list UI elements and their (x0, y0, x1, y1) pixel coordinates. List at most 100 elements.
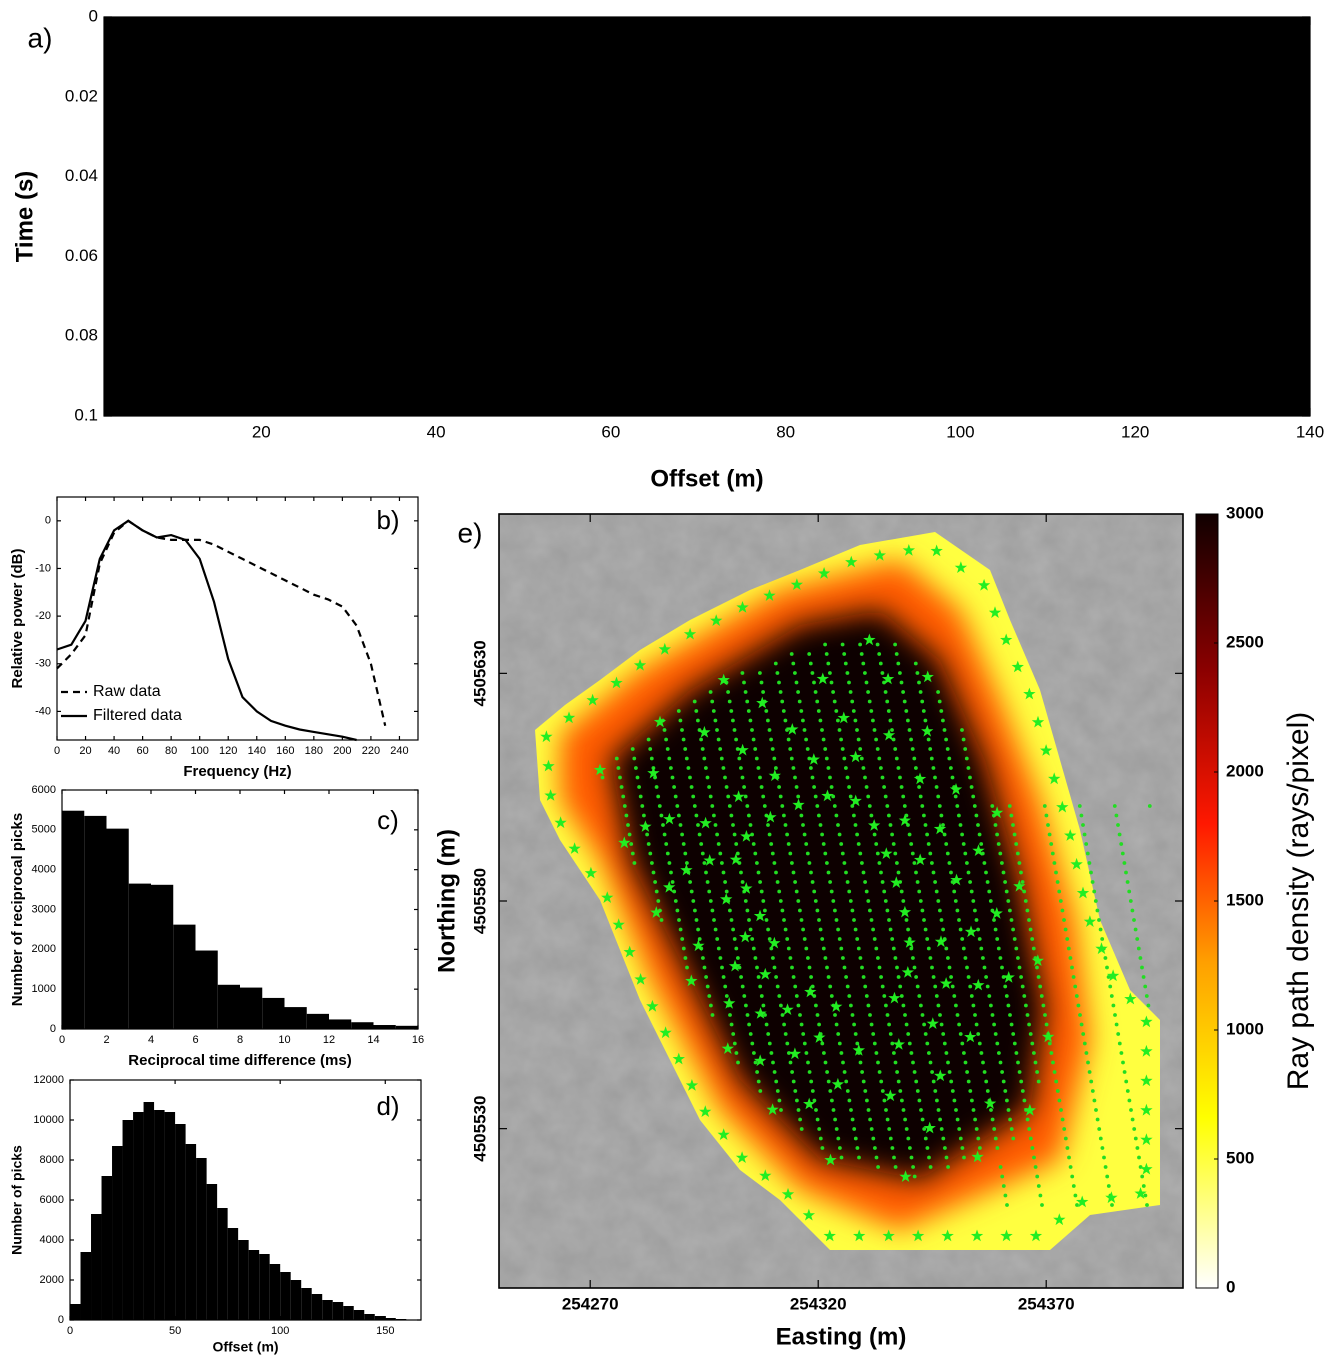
receiver (677, 918, 681, 922)
source (881, 672, 895, 685)
receiver (1132, 918, 1136, 922)
receiver (758, 880, 762, 884)
receiver (901, 1003, 906, 1008)
receiver (780, 1013, 785, 1017)
receiver (704, 975, 708, 979)
receiver (993, 823, 998, 827)
receiver (656, 794, 661, 799)
receiver (669, 766, 673, 770)
x-tick-label: 200 (333, 745, 351, 757)
receiver (998, 956, 1003, 960)
receiver (767, 1041, 772, 1046)
source (1140, 1044, 1153, 1057)
source (1140, 1162, 1153, 1175)
receiver (911, 1165, 915, 1169)
receiver (1100, 937, 1105, 941)
receiver (793, 880, 797, 884)
receiver (700, 851, 705, 856)
bar (101, 1176, 113, 1320)
receiver (842, 652, 847, 656)
receiver (895, 861, 899, 865)
bar (122, 1120, 134, 1320)
receiver (794, 785, 799, 789)
receiver (711, 709, 716, 713)
bar (217, 984, 240, 1029)
receiver (885, 804, 890, 808)
receiver (1084, 1051, 1089, 1055)
receiver (806, 956, 810, 960)
panel-label: c) (377, 805, 399, 835)
source (911, 1229, 925, 1242)
receiver (1140, 965, 1144, 970)
receiver (935, 1098, 939, 1103)
y-tick-label: 1000 (32, 983, 56, 995)
receiver (888, 823, 893, 827)
receiver (1103, 956, 1108, 960)
receiver (958, 927, 963, 932)
receiver (836, 718, 840, 723)
receiver (616, 766, 621, 770)
y-axis-label: Time (s) (11, 171, 38, 263)
receiver (786, 737, 791, 742)
source (972, 978, 985, 991)
receiver (981, 1060, 985, 1065)
receiver (791, 661, 796, 666)
receiver (817, 918, 821, 922)
source (990, 806, 1004, 819)
x-axis-label: Easting (m) (776, 1323, 907, 1350)
receiver (622, 804, 627, 808)
receiver (879, 1079, 884, 1084)
receiver (621, 794, 626, 799)
receiver (804, 842, 809, 846)
receiver (866, 794, 871, 799)
y-tick-label: 0.08 (65, 326, 98, 345)
receiver (875, 642, 880, 647)
legend-label: Filtered data (93, 707, 182, 724)
line-series (56, 519, 387, 726)
receiver (718, 747, 723, 751)
receiver (933, 984, 938, 989)
receiver (795, 1098, 799, 1103)
receiver (1125, 1089, 1130, 1093)
receiver (651, 870, 656, 875)
receiver (867, 804, 872, 808)
receiver (732, 1041, 737, 1046)
receiver (1050, 851, 1055, 856)
receiver (982, 1070, 987, 1074)
receiver (771, 1060, 775, 1065)
receiver (707, 889, 712, 894)
receiver (742, 680, 746, 685)
receiver (980, 851, 985, 856)
receiver (785, 1041, 790, 1046)
receiver (1146, 1003, 1151, 1008)
receiver (820, 1146, 825, 1150)
receiver (640, 804, 645, 808)
receiver (724, 785, 729, 789)
receiver (943, 1146, 947, 1150)
receiver (927, 1155, 931, 1160)
receiver (600, 775, 605, 780)
receiver (998, 851, 1003, 856)
bar (195, 950, 218, 1029)
receiver (804, 1051, 809, 1055)
receiver (942, 832, 947, 837)
line-series (56, 519, 357, 742)
receiver (937, 804, 942, 808)
receiver (807, 652, 812, 656)
x-tick-label: 10 (278, 1034, 290, 1046)
receiver (826, 661, 831, 666)
receiver (902, 804, 907, 808)
receiver (1000, 1070, 1004, 1074)
receiver (788, 956, 793, 960)
receiver (820, 728, 824, 732)
receiver (904, 1127, 909, 1131)
source (663, 880, 676, 893)
source (1140, 1133, 1153, 1146)
receiver (665, 851, 670, 856)
receiver (1035, 1174, 1040, 1179)
receiver (747, 813, 751, 818)
legend-label: Raw data (93, 683, 161, 700)
receiver (1076, 1003, 1081, 1008)
receiver (1011, 823, 1015, 827)
bar (280, 1272, 291, 1320)
